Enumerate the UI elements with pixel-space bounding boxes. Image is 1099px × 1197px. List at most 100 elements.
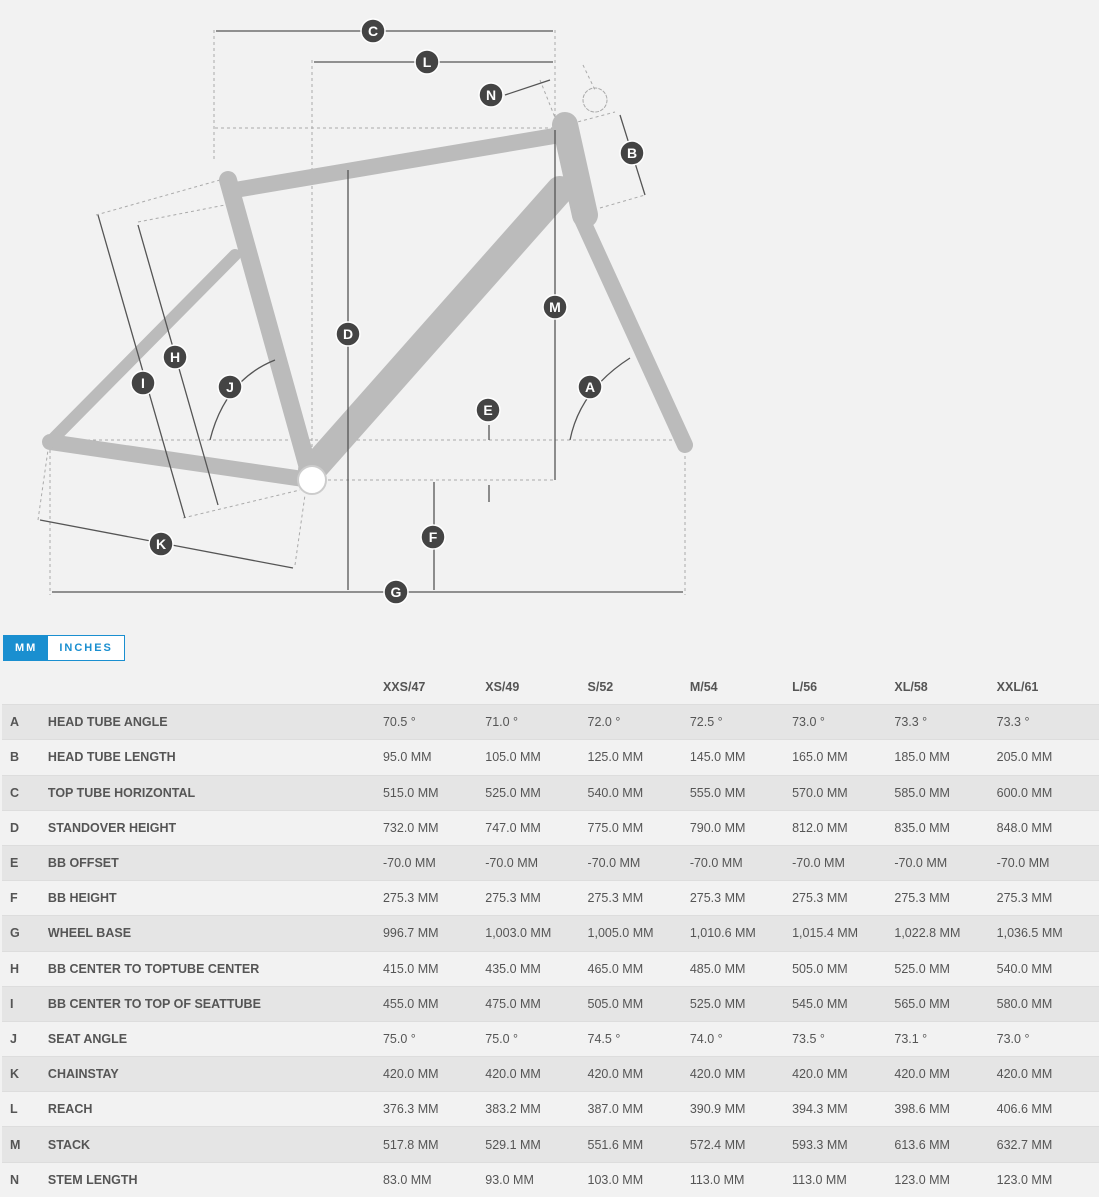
- marker-label: H: [170, 349, 180, 365]
- row-value: 95.0 MM: [382, 750, 432, 765]
- row-value: -70.0 MM: [894, 856, 948, 871]
- marker-label: A: [585, 379, 595, 395]
- marker-label: D: [343, 326, 353, 342]
- row-value: 775.0 MM: [587, 820, 644, 835]
- row-value: 73.1 °: [894, 1031, 928, 1046]
- marker-label: K: [156, 536, 166, 552]
- marker-label: B: [627, 145, 637, 161]
- marker-label: F: [429, 529, 438, 545]
- table-row: L REACH 376.3 MM 383.2 MM 387.0 MM 390.9 MM 39…: [2, 1091, 1099, 1127]
- unit-inches-button[interactable]: INCHES: [48, 636, 124, 660]
- dimension-marker-e: E: [475, 397, 501, 423]
- row-value: 420.0 MM: [792, 1067, 848, 1082]
- row-value: 73.5 °: [792, 1031, 825, 1046]
- dimension-lines: [39, 30, 683, 593]
- row-value: 275.3 MM: [996, 891, 1053, 906]
- row-value: -70.0 MM: [996, 856, 1050, 871]
- row-letter: I: [10, 996, 14, 1011]
- row-value: 551.6 MM: [587, 1137, 644, 1152]
- row-name: BB CENTER TO TOP OF SEATTUBE: [47, 996, 261, 1011]
- row-value: 465.0 MM: [587, 961, 644, 976]
- size-header: XL/58: [894, 680, 928, 695]
- dimension-marker-j: J: [217, 374, 243, 400]
- row-value: 74.0 °: [689, 1031, 723, 1046]
- size-header: XXL/61: [996, 680, 1039, 695]
- marker-label: M: [549, 299, 561, 315]
- row-value: 165.0 MM: [792, 750, 848, 765]
- bike-frame: [42, 87, 693, 495]
- row-value: 1,015.4 MM: [792, 926, 859, 941]
- table-row: J SEAT ANGLE 75.0 ° 75.0 ° 74.5 ° 74.0 ° 73.5 …: [2, 1021, 1099, 1056]
- marker-label: N: [486, 87, 496, 103]
- row-value: 515.0 MM: [382, 785, 439, 800]
- row-value: 420.0 MM: [382, 1067, 439, 1082]
- row-value: 525.0 MM: [485, 785, 541, 800]
- row-value: 123.0 MM: [996, 1172, 1053, 1187]
- row-value: -70.0 MM: [382, 856, 436, 871]
- row-value: 73.0 °: [792, 715, 825, 730]
- dimension-marker-k: K: [148, 531, 174, 557]
- row-letter: B: [10, 750, 20, 765]
- row-value: 275.3 MM: [894, 891, 950, 906]
- size-header: M/54: [689, 680, 718, 695]
- table-row: C TOP TUBE HORIZONTAL 515.0 MM 525.0 MM 540.…: [2, 775, 1099, 811]
- dimension-marker-b: B: [619, 140, 645, 166]
- row-name: STEM LENGTH: [47, 1172, 138, 1187]
- row-value: 529.1 MM: [485, 1137, 541, 1152]
- row-value: 75.0 °: [485, 1031, 519, 1046]
- row-value: 1,003.0 MM: [485, 926, 552, 941]
- row-letter: H: [10, 961, 20, 976]
- row-letter: K: [10, 1067, 20, 1082]
- row-value: 275.3 MM: [485, 891, 541, 906]
- row-name: HEAD TUBE ANGLE: [47, 715, 168, 730]
- row-value: 420.0 MM: [996, 1067, 1053, 1082]
- row-value: 455.0 MM: [382, 996, 439, 1011]
- dimension-marker-i: I: [130, 370, 156, 396]
- marker-label: C: [368, 23, 378, 39]
- row-value: 555.0 MM: [689, 785, 746, 800]
- row-value: 105.0 MM: [485, 750, 541, 765]
- row-value: 415.0 MM: [382, 961, 439, 976]
- size-header: XXS/47: [382, 680, 426, 695]
- row-value: 525.0 MM: [689, 996, 746, 1011]
- table-row: B HEAD TUBE LENGTH 95.0 MM 105.0 MM 125.0 MM…: [2, 739, 1099, 775]
- row-value: 996.7 MM: [382, 926, 439, 941]
- row-name: STACK: [47, 1137, 91, 1152]
- row-value: 275.3 MM: [792, 891, 848, 906]
- row-value: 593.3 MM: [792, 1137, 848, 1152]
- row-value: 747.0 MM: [485, 820, 541, 835]
- row-name: BB CENTER TO TOPTUBE CENTER: [47, 961, 260, 976]
- row-value: 580.0 MM: [996, 996, 1053, 1011]
- table-row: A HEAD TUBE ANGLE 70.5 ° 71.0 ° 72.0 ° 72.5 °…: [2, 704, 1099, 740]
- row-value: 790.0 MM: [689, 820, 746, 835]
- row-value: 435.0 MM: [485, 961, 541, 976]
- frame-geometry-diagram: A B C D E F G H I J K L M N: [37, 18, 693, 605]
- row-value: 390.9 MM: [689, 1102, 746, 1117]
- row-letter: E: [10, 856, 19, 871]
- row-value: 420.0 MM: [485, 1067, 541, 1082]
- row-letter: L: [10, 1102, 18, 1117]
- dimension-marker-n: N: [478, 82, 504, 108]
- row-value: 72.0 °: [587, 715, 621, 730]
- table-row: M STACK 517.8 MM 529.1 MM 551.6 MM 572.4 MM 59…: [2, 1126, 1099, 1163]
- row-value: 572.4 MM: [689, 1137, 746, 1152]
- row-value: 420.0 MM: [587, 1067, 644, 1082]
- row-value: -70.0 MM: [587, 856, 641, 871]
- table-row: K CHAINSTAY 420.0 MM 420.0 MM 420.0 MM 420.0 …: [2, 1056, 1099, 1092]
- row-value: 123.0 MM: [894, 1172, 950, 1187]
- dimension-marker-m: M: [542, 294, 568, 320]
- row-value: 113.0 MM: [792, 1172, 847, 1187]
- table-row: D STANDOVER HEIGHT 732.0 MM 747.0 MM 775.0 M…: [2, 810, 1099, 845]
- row-value: 376.3 MM: [382, 1102, 439, 1117]
- row-value: 145.0 MM: [689, 750, 746, 765]
- row-letter: J: [10, 1031, 17, 1046]
- row-value: 812.0 MM: [792, 820, 848, 835]
- row-name: WHEEL BASE: [47, 926, 132, 941]
- row-value: 71.0 °: [485, 715, 519, 730]
- size-header: XS/49: [485, 680, 520, 695]
- row-value: 73.3 °: [996, 715, 1030, 730]
- table-row: I BB CENTER TO TOP OF SEATTUBE 455.0 MM 475…: [2, 986, 1099, 1022]
- row-letter: F: [10, 891, 18, 906]
- unit-mm-button[interactable]: MM: [4, 636, 49, 660]
- row-value: 505.0 MM: [792, 961, 848, 976]
